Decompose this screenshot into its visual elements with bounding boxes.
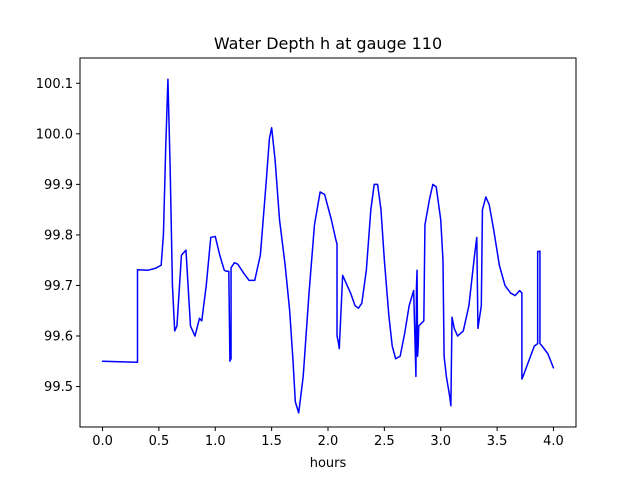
x-tick-label: 2.5 bbox=[374, 434, 395, 449]
x-tick-label: 2.0 bbox=[318, 434, 339, 449]
x-axis: 0.0 0.5 1.0 1.5 2.0 2.5 3.0 3.5 4.0 bbox=[92, 427, 564, 449]
y-tick-label: 99.7 bbox=[44, 279, 73, 294]
y-tick-label: 99.5 bbox=[44, 380, 73, 395]
x-axis-label: hours bbox=[310, 456, 347, 471]
x-tick-label: 0.5 bbox=[149, 434, 170, 449]
x-tick-label: 0.0 bbox=[92, 434, 113, 449]
y-tick-label: 100.1 bbox=[36, 77, 73, 92]
y-axis: 99.5 99.6 99.7 99.8 99.9 100.0 100.1 bbox=[36, 77, 80, 395]
y-tick-label: 99.9 bbox=[44, 178, 73, 193]
series-line bbox=[101, 78, 555, 414]
x-tick-label: 3.0 bbox=[430, 434, 451, 449]
y-tick-label: 100.0 bbox=[36, 127, 73, 142]
series-group bbox=[101, 78, 555, 414]
plot-area-frame bbox=[79, 57, 577, 428]
y-tick-label: 99.8 bbox=[44, 228, 73, 243]
x-tick-label: 1.0 bbox=[205, 434, 226, 449]
x-tick-label: 1.5 bbox=[261, 434, 282, 449]
x-tick-label: 4.0 bbox=[543, 434, 564, 449]
y-tick-label: 99.6 bbox=[44, 330, 73, 345]
chart-title: Water Depth h at gauge 110 bbox=[214, 34, 442, 53]
x-tick-label: 3.5 bbox=[487, 434, 508, 449]
